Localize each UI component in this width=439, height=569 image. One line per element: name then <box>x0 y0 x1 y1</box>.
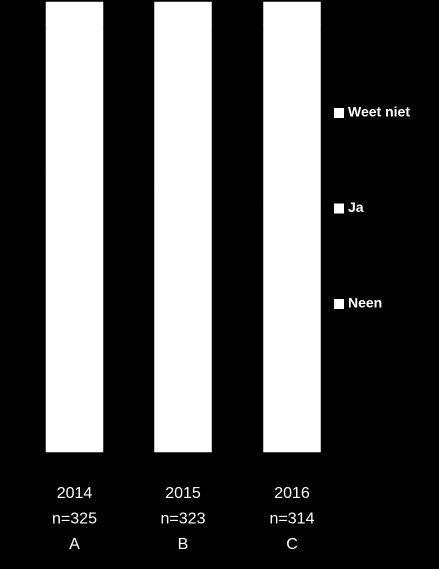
x-tick-label: n=314 <box>270 511 315 528</box>
legend-marker <box>334 299 344 309</box>
legend-label: Weet niet <box>348 104 410 120</box>
x-tick-label: B <box>178 536 189 553</box>
bar-segment <box>154 24 212 192</box>
bar-segment <box>154 190 212 453</box>
x-tick-label: n=325 <box>52 511 97 528</box>
bar-segment <box>45 1 104 25</box>
bar-segment <box>45 24 104 174</box>
bar-segment <box>45 172 104 453</box>
x-tick-label: 2014 <box>57 485 93 502</box>
legend-marker <box>334 203 344 214</box>
x-tick-label: 2015 <box>165 485 201 502</box>
bar-segment <box>263 1 321 25</box>
bar-segment <box>263 24 321 205</box>
x-tick-label: A <box>69 536 80 553</box>
bar-segment <box>263 204 321 453</box>
x-tick-label: 2016 <box>274 485 310 502</box>
legend-label: Ja <box>348 199 364 215</box>
x-tick-label: C <box>286 536 298 553</box>
bar-segment <box>154 1 212 25</box>
legend-label: Neen <box>348 295 382 311</box>
legend-marker <box>334 108 344 118</box>
x-tick-label: n=323 <box>161 511 206 528</box>
